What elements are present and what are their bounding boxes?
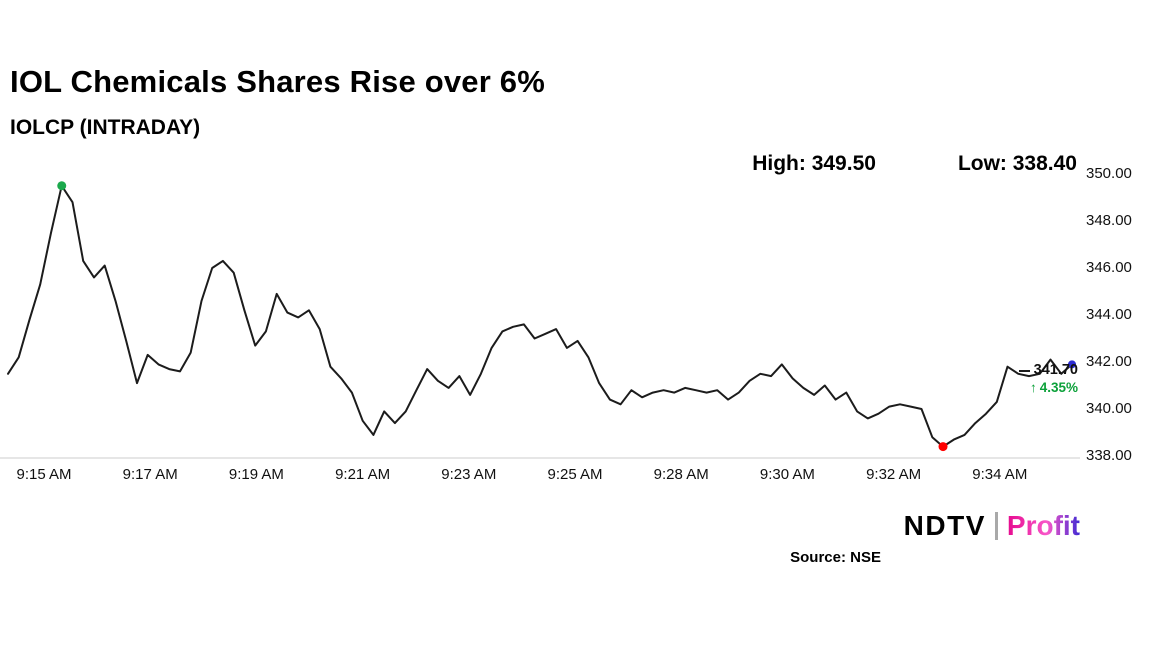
profit-logo-text: Profit: [1006, 510, 1080, 541]
source-label: Source: NSE: [790, 549, 881, 566]
x-tick-label: 9:21 AM: [335, 466, 391, 483]
price-line-chart: [0, 181, 1080, 459]
last-marker-dot: [1068, 360, 1076, 369]
low-marker-dot: [938, 442, 948, 452]
x-tick-label: 9:28 AM: [653, 466, 709, 483]
high-marker-dot: [57, 181, 67, 191]
x-tick-label: 9:32 AM: [866, 466, 922, 483]
chart-subtitle: IOLCP (INTRADAY): [10, 116, 201, 139]
ndtv-logo-text: NDTV: [903, 510, 986, 541]
low-label: Low: 338.40: [957, 152, 1077, 175]
x-tick-label: 9:19 AM: [228, 466, 284, 483]
price-pointer-line: [1018, 370, 1030, 373]
y-tick-label: 338.00: [1086, 447, 1132, 464]
ndtv-profit-logo: NDTV Profit: [904, 510, 1080, 542]
x-tick-label: 9:15 AM: [16, 466, 72, 483]
change-percent-value: 4.35%: [1039, 379, 1078, 395]
logo-divider: [994, 512, 998, 540]
y-tick-label: 340.00: [1086, 400, 1132, 417]
y-tick-label: 346.00: [1086, 259, 1132, 276]
change-percent: ↑ 4.35%: [1029, 379, 1078, 396]
high-label: High: 349.50: [752, 152, 876, 175]
y-tick-label: 342.00: [1086, 353, 1132, 370]
x-tick-label: 9:25 AM: [547, 466, 603, 483]
high-low-row: High: 349.50 Low: 338.40: [752, 152, 1077, 176]
x-tick-label: 9:17 AM: [122, 466, 178, 483]
x-tick-label: 9:23 AM: [441, 466, 497, 483]
x-tick-label: 9:30 AM: [759, 466, 815, 483]
y-tick-label: 344.00: [1086, 306, 1132, 323]
y-tick-label: 350.00: [1086, 165, 1132, 182]
x-tick-label: 9:34 AM: [972, 466, 1028, 483]
last-price-row: 341.70: [1018, 362, 1078, 379]
headline: IOL Chemicals Shares Rise over 6%: [10, 64, 546, 99]
up-arrow-icon: ↑: [1029, 379, 1037, 395]
intraday-chart: 350.00 348.00 346.00 344.00 342.00 340.00 338.…: [0, 160, 1152, 500]
last-price-tag: 341.70 ↑ 4.35%: [1018, 362, 1078, 396]
last-price: 341.70: [1033, 362, 1078, 379]
y-tick-label: 348.00: [1086, 212, 1132, 229]
